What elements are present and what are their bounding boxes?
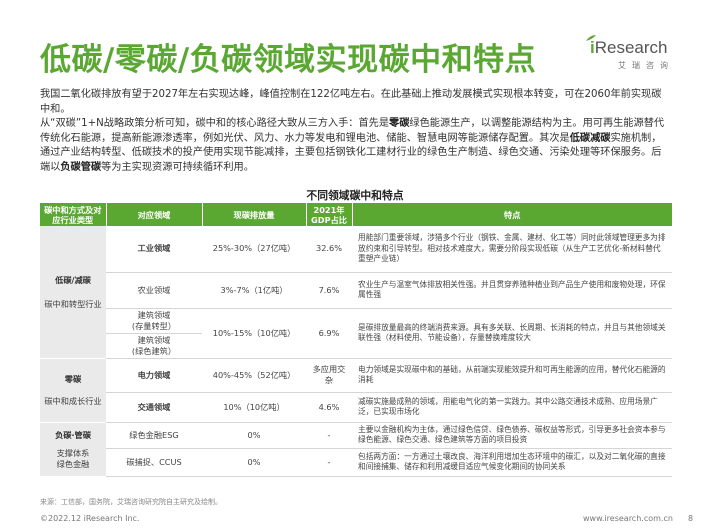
gdp-cell: 32.6%: [306, 226, 352, 273]
table-row: 碳捕捉、CCUS 0% - 包括两方面：一方通过土壤改良、海洋利用增加生态环境中…: [40, 448, 672, 477]
field-cell: 工业领域: [106, 226, 202, 273]
field-cell: 建筑领域 (绿色建筑）: [106, 333, 202, 359]
table-row: 负碳·管碳 支撑体系 绿色金融 绿色金融ESG 0% - 主要以金融机构为主体，…: [40, 422, 672, 477]
desc-cell: 是碳排放量最高的终端消费来源。具有多关联、长周期、长消耗的特点，并且与其他领域关…: [352, 308, 672, 359]
page-title: 低碳/零碳/负碳领域实现碳中和特点: [40, 42, 537, 78]
table-row: 建筑领域 (绿色建筑）: [40, 333, 672, 359]
intro-p2-part-d: 实施机制，通过产业结构转型、低碳技术的投产使用实现节能减排，主要包括钢铁化工建材…: [40, 132, 662, 173]
emission-cell: 10%（10亿吨）: [202, 392, 306, 423]
category-cell-low-carbon: 低碳/减碳 碳中和转型行业: [40, 226, 106, 359]
intro-p2-bold-1: 零碳: [389, 118, 410, 129]
intro-p2-part-e: 等为主实现资源可持续循环利用。: [101, 161, 254, 173]
leaf-icon: [586, 35, 596, 41]
logo-wordmark: iResearch: [590, 38, 668, 58]
table-row: 建筑领域 (存量转型） 10%-15%（10亿吨） 6.9% 是碳排放量最高的终…: [40, 308, 672, 359]
table-row: 零碳 碳中和成长行业 电力领域 40%-45%（52亿吨） 多应用交杂 电力领域…: [40, 358, 672, 423]
emission-cell: 10%-15%（10亿吨）: [202, 308, 306, 359]
logo-i: i: [590, 38, 595, 57]
gdp-cell: 7.6%: [306, 272, 352, 309]
category-cell-negative-carbon: 负碳·管碳 支撑体系 绿色金融: [40, 422, 106, 477]
carbon-neutral-table: 碳中和方式及对应行业类型 对应领域 现碳排放量 2021年GDP占比 特点 低碳…: [40, 203, 672, 477]
footer-copyright: ©2022.12 iResearch Inc.: [40, 514, 140, 523]
intro-p2-part-a: 从“双碳”1+N战略政策分析可知，碳中和的核心路径大致从三方入手：首先是: [40, 118, 390, 129]
logo-word: Research: [594, 38, 668, 57]
intro-p2-bold-2: 低碳减碳: [569, 132, 611, 144]
gdp-cell: -: [306, 448, 352, 477]
desc-cell: 电力领域是实现碳中和的基础，从前端实现能效提升和可再生能源的应用，替代化石能源的…: [352, 358, 672, 393]
category-sub: 碳中和成长行业: [44, 396, 102, 406]
category-name: 负碳·管碳: [55, 430, 91, 440]
table-row: 低碳/减碳 碳中和转型行业 工业领域 25%-30%（27亿吨） 32.6% 用…: [40, 226, 672, 359]
page-number: 8: [688, 514, 694, 523]
iresearch-logo: iResearch 艾瑞咨询: [586, 35, 674, 80]
gdp-cell: -: [306, 422, 352, 449]
category-sub: 碳中和转型行业: [44, 298, 102, 309]
intro-paragraph-2: 从“双碳”1+N战略政策分析可知，碳中和的核心路径大致从三方入手：首先是零碳绿色…: [40, 117, 670, 175]
emission-cell: 0%: [202, 422, 306, 449]
header-features: 特点: [352, 203, 672, 226]
header-emission: 现碳排放量: [202, 203, 307, 226]
category-cell-zero-carbon: 零碳 碳中和成长行业: [40, 358, 106, 423]
desc-cell: 包括两方面：一方通过土壤改良、海洋利用增加生态环境中的碳汇，以及对二氧化碳的直接…: [352, 448, 672, 477]
emission-cell: 3%-7%（1亿吨）: [202, 272, 306, 309]
field-cell: 绿色金融ESG: [106, 422, 202, 449]
emission-cell: 25%-30%（27亿吨）: [202, 226, 306, 273]
category-sub: 支撑体系 绿色金融: [56, 448, 90, 469]
category-name: 低碳/减碳: [55, 274, 91, 285]
table-row: 交通领域 10%（10亿吨） 4.6% 减碳实施最成熟的领域，用能电气化的第一实…: [40, 392, 672, 423]
desc-cell: 农业生产与温室气体排放相关性强。并且贯穿养殖种植业到产品生产使用和废物处理，环保…: [352, 272, 672, 309]
table-header-row: 碳中和方式及对应行业类型 对应领域 现碳排放量 2021年GDP占比 特点: [40, 203, 672, 226]
intro-p2-part-c: 绿色能源生产，以调整能源结构为主。用可再生能源替代传统化石能源，提高新能源渗透率…: [40, 118, 665, 144]
field-cell: 建筑领域 (存量转型）: [106, 308, 202, 334]
table-row: 农业领域 3%-7%（1亿吨） 7.6% 农业生产与温室气体排放相关性强。并且贯…: [40, 272, 672, 309]
gdp-cell: 6.9%: [306, 308, 352, 359]
category-name: 零碳: [64, 374, 82, 384]
desc-cell: 减碳实施最成熟的领域，用能电气化的第一实践力。其中公路交通技术成熟、应用场景广泛…: [352, 392, 672, 423]
intro-paragraph-1: 我国二氧化碳排放有望于2027年左右实现达峰，峰值控制在122亿吨左右。在此基础…: [40, 89, 662, 115]
source-note: 来源：工信部，国务院，艾瑞咨询研究院自主研究及绘制。: [40, 498, 222, 506]
field-cell: 碳捕捉、CCUS: [106, 448, 202, 477]
intro-p2-bold-3: 负碳管碳: [60, 161, 102, 173]
field-cell: 交通领域: [106, 392, 202, 423]
emission-cell: 40%-45%（52亿吨）: [202, 358, 306, 393]
header-category: 碳中和方式及对应行业类型: [40, 203, 107, 226]
gdp-cell: 多应用交杂: [306, 358, 352, 393]
table-title: 不同领域碳中和特点: [306, 189, 404, 202]
desc-cell: 主要以金融机构为主体，通过绿色信贷、绿色债券、碳权益等形式，引导更多社会资本参与…: [352, 422, 672, 449]
footer-url[interactable]: www.iresearch.com.cn: [583, 514, 673, 523]
field-cell: 农业领域: [106, 272, 202, 309]
gdp-cell: 4.6%: [306, 392, 352, 423]
header-field: 对应领域: [106, 203, 203, 226]
logo-subtitle: 艾瑞咨询: [618, 61, 674, 70]
desc-cell: 用能部门重要领域，涉猎多个行业（钢铁、金属、建材、化工等）同时此领域管理更多为排…: [352, 226, 672, 273]
field-cell: 电力领域: [106, 358, 202, 393]
emission-cell: 0%: [202, 448, 306, 477]
intro-text: 我国二氧化碳排放有望于2027年左右实现达峰，峰值控制在122亿吨左右。在此基础…: [40, 88, 670, 175]
header-gdp: 2021年GDP占比: [306, 203, 353, 226]
